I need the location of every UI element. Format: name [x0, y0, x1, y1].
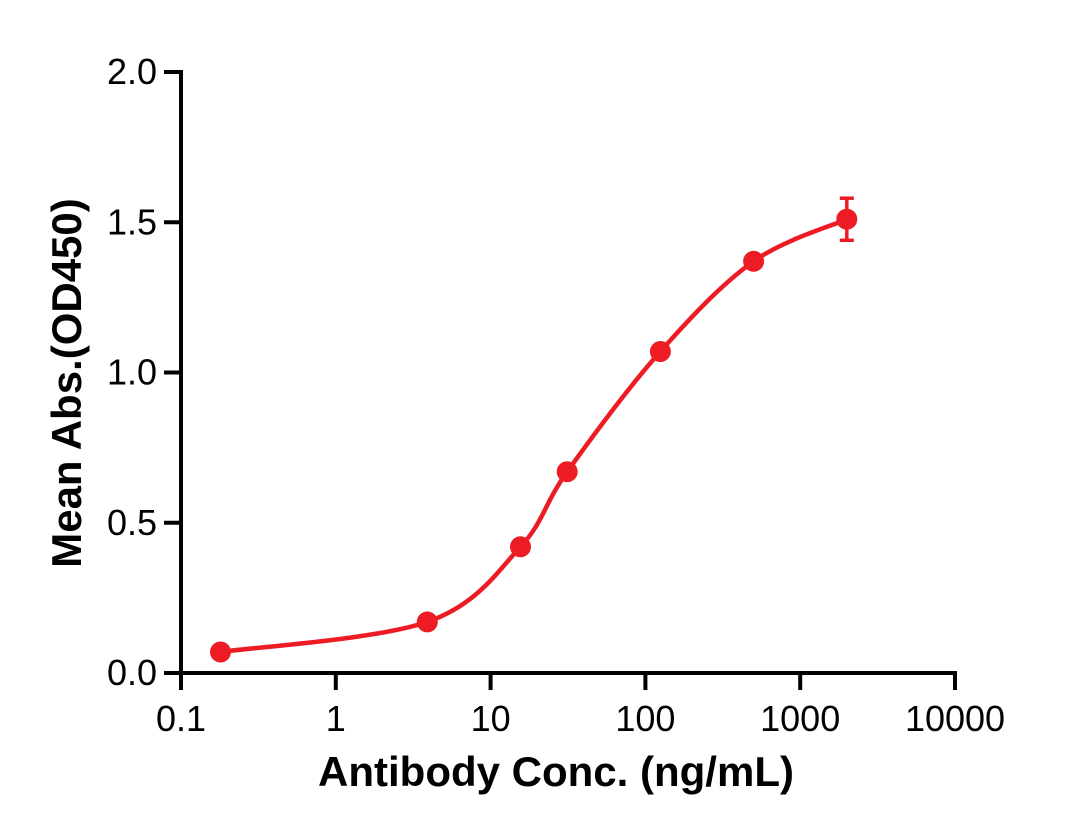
x-tick-label: 10000	[905, 698, 1005, 739]
x-tick-label: 100	[615, 698, 675, 739]
y-tick-label: 0.0	[107, 652, 157, 693]
data-point	[510, 536, 531, 558]
y-tick-label: 2.0	[107, 51, 157, 92]
data-point	[556, 461, 578, 483]
x-tick-label: 0.1	[156, 698, 206, 739]
x-tick-label: 1	[326, 698, 346, 739]
fitted-curve	[218, 216, 850, 655]
data-point	[836, 208, 858, 230]
data-point	[743, 250, 765, 272]
data-point	[649, 341, 671, 362]
x-tick-label: 10	[471, 698, 511, 739]
data-point	[416, 611, 438, 633]
x-tick-label: 1000	[760, 698, 840, 739]
y-tick-label: 1.5	[107, 201, 157, 242]
x-axis-title: Antibody Conc. (ng/mL)	[318, 748, 794, 795]
y-axis-title: Mean Abs.(OD450)	[43, 198, 90, 568]
y-tick-label: 1.0	[107, 352, 157, 393]
y-tick-label: 0.5	[107, 502, 157, 543]
data-point	[210, 641, 231, 663]
